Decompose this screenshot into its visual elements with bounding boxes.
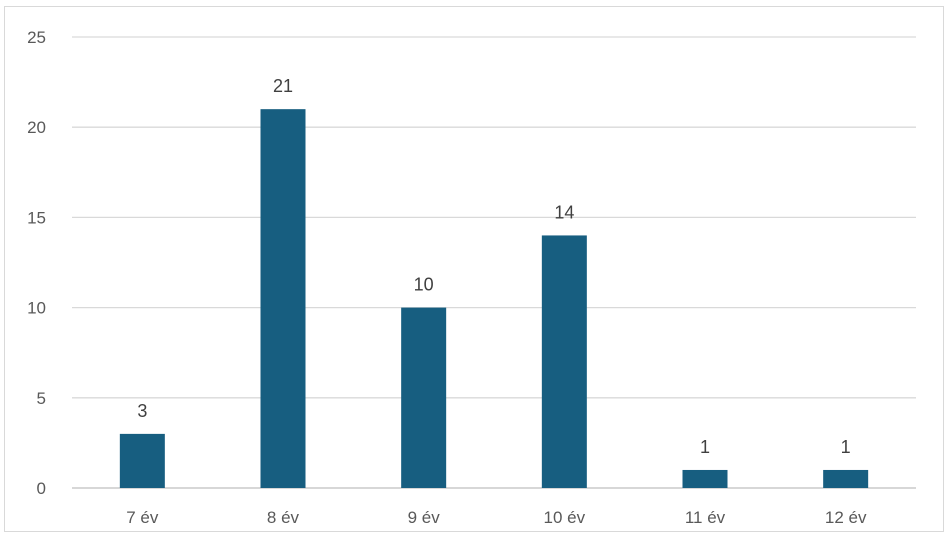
bar bbox=[682, 469, 728, 488]
gridlines bbox=[72, 36, 916, 489]
x-tick-label: 8 év bbox=[267, 508, 300, 527]
data-label: 10 bbox=[414, 275, 434, 295]
bar bbox=[119, 433, 165, 488]
y-tick-label: 5 bbox=[37, 389, 46, 408]
y-tick-label: 20 bbox=[27, 118, 46, 137]
y-axis-tick-labels: 0 5 10 15 20 25 bbox=[27, 28, 46, 498]
x-tick-label: 12 év bbox=[825, 508, 867, 527]
x-tick-label: 10 év bbox=[544, 508, 586, 527]
data-label: 14 bbox=[554, 202, 574, 222]
y-tick-label: 15 bbox=[27, 208, 46, 227]
y-tick-label: 25 bbox=[27, 28, 46, 47]
data-label: 1 bbox=[841, 437, 851, 457]
bar bbox=[823, 469, 869, 488]
y-tick-label: 10 bbox=[27, 299, 46, 318]
data-label: 1 bbox=[700, 437, 710, 457]
x-tick-label: 7 év bbox=[126, 508, 159, 527]
bar bbox=[541, 235, 587, 488]
x-tick-label: 11 év bbox=[685, 508, 726, 527]
y-tick-label: 0 bbox=[37, 479, 46, 498]
data-label: 21 bbox=[273, 76, 293, 96]
data-labels: 3 21 10 14 1 1 bbox=[137, 76, 850, 457]
bars bbox=[119, 109, 869, 488]
x-axis-tick-labels: 7 év 8 év 9 év 10 év 11 év 12 év bbox=[126, 508, 867, 527]
data-label: 3 bbox=[137, 401, 147, 421]
x-tick-label: 9 év bbox=[408, 508, 441, 527]
bar bbox=[260, 109, 306, 488]
bar bbox=[401, 307, 447, 488]
